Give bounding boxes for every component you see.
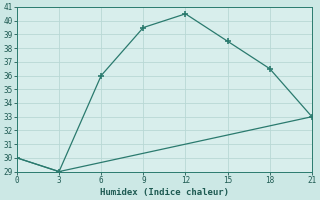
X-axis label: Humidex (Indice chaleur): Humidex (Indice chaleur)	[100, 188, 229, 197]
